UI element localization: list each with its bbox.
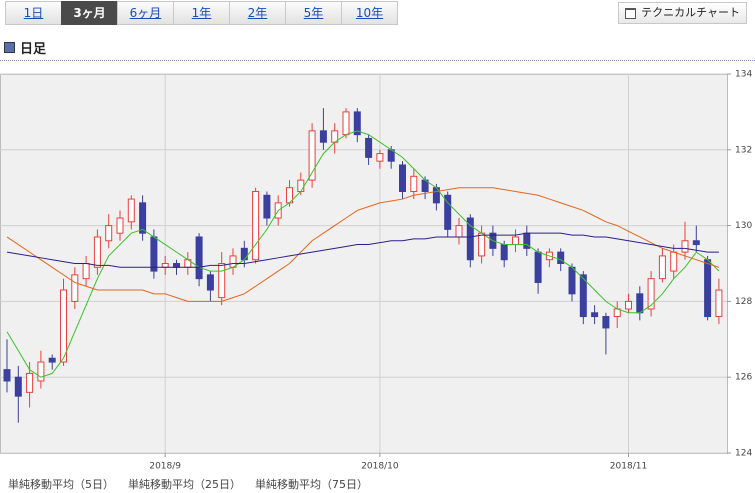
period-tab[interactable]: 6ヶ月 <box>117 1 174 25</box>
y-tick-label: 132 <box>735 145 752 155</box>
candle-body <box>568 266 576 295</box>
candle-body <box>647 278 655 310</box>
candle-body <box>308 130 316 181</box>
period-tab[interactable]: 2年 <box>229 1 286 25</box>
section-title: 日足 <box>4 38 46 57</box>
candle-body <box>14 376 22 397</box>
candle-body <box>444 194 452 230</box>
candle-body <box>206 274 214 291</box>
candle-body <box>319 130 327 143</box>
candle-body <box>478 232 486 257</box>
candle-body <box>195 236 203 280</box>
candle-body <box>116 217 124 234</box>
legend-entry: 単純移動平均（5日） <box>8 477 114 491</box>
candle-body <box>173 263 180 268</box>
moving-average-line <box>6 187 720 302</box>
candle-body <box>127 198 135 223</box>
period-tab[interactable]: 1年 <box>173 1 230 25</box>
candle-body <box>534 251 542 283</box>
x-tick-label: 2018/9 <box>149 462 181 472</box>
moving-average-line <box>6 232 719 268</box>
candle-body <box>139 202 147 234</box>
y-tick-label: 126 <box>735 373 752 383</box>
candle-body <box>161 263 169 268</box>
candle-body <box>240 247 248 261</box>
candle-body <box>105 225 113 242</box>
candle-body <box>263 194 271 219</box>
x-tick-label: 2018/11 <box>610 462 647 472</box>
candle-body <box>557 251 565 265</box>
candle-body <box>602 316 610 329</box>
candle-body <box>466 217 474 261</box>
x-tick-label: 2018/10 <box>361 462 399 472</box>
candle-body <box>500 244 508 261</box>
period-tab[interactable]: 1日 <box>5 1 62 25</box>
candle-body <box>26 372 34 393</box>
candle-body <box>591 312 599 318</box>
candle-body <box>3 369 11 382</box>
candle-body <box>670 251 678 272</box>
candle-body <box>71 274 79 302</box>
legend-entry: 単純移動平均（25日） <box>128 477 241 491</box>
candle-body <box>399 164 406 192</box>
candle-body <box>512 236 519 246</box>
plot-area <box>0 74 728 454</box>
candle-body <box>704 259 712 318</box>
candle-body <box>376 153 384 162</box>
candle-body <box>82 263 90 280</box>
candle-body <box>37 361 45 382</box>
candle-body <box>636 293 644 314</box>
period-tab[interactable]: 10年 <box>341 1 398 25</box>
candle-body <box>342 111 350 136</box>
candle-body <box>410 175 418 192</box>
candle-body <box>252 190 260 261</box>
divider <box>0 60 755 61</box>
candle-body <box>218 263 226 299</box>
moving-average-line <box>6 130 720 378</box>
legend-entry: 単純移動平均（75日） <box>255 477 368 491</box>
candle-body <box>579 274 587 318</box>
candle-body <box>48 357 56 363</box>
candle-body <box>658 255 666 280</box>
candle-body <box>692 240 700 246</box>
candle-body <box>353 111 361 136</box>
y-tick-label: 130 <box>735 221 752 231</box>
candle-body <box>93 236 101 268</box>
candle-body <box>297 179 305 192</box>
candle-body <box>455 225 463 238</box>
period-tabs: 1日 3ヶ月 6ヶ月 1年 2年 5年 10年 <box>5 1 398 25</box>
candle-body <box>60 289 67 363</box>
candle-body <box>681 240 689 253</box>
y-tick-label: 128 <box>735 297 752 307</box>
y-tick-label: 124 <box>735 449 752 459</box>
period-tab[interactable]: 3ヶ月 <box>61 1 118 25</box>
candle-body <box>715 289 723 318</box>
technical-chart-button[interactable]: テクニカルチャート <box>618 2 747 24</box>
y-tick-label: 134 <box>735 70 752 80</box>
candle-body <box>150 236 158 272</box>
candle-body <box>625 300 632 310</box>
candle-body <box>365 137 373 158</box>
